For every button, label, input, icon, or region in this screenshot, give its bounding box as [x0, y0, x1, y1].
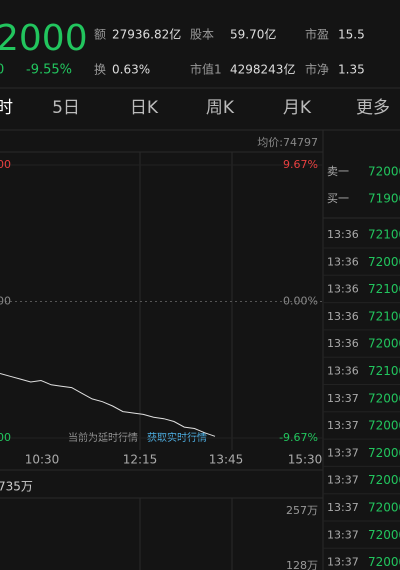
book-side: 卖一	[327, 165, 349, 178]
tab[interactable]: 5日	[52, 98, 80, 118]
y-tick-label: -9.67%	[279, 431, 318, 444]
price-line	[0, 373, 216, 437]
x-tick-label: 15:30	[288, 453, 323, 467]
x-tick-label: 13:45	[209, 453, 244, 467]
stat-label: 股本	[190, 28, 214, 42]
stat-label: 市净	[305, 62, 329, 77]
trade-price: 72000	[368, 501, 400, 515]
trade-time: 13:36	[327, 228, 359, 241]
trade-price: 72100	[368, 364, 400, 378]
trade-time: 13:37	[327, 528, 359, 541]
tab[interactable]: 周K	[206, 98, 235, 118]
trade-price: 72000	[368, 255, 400, 269]
trade-price: 72000	[368, 446, 400, 460]
trade-time: 13:37	[327, 556, 359, 569]
y-tick-label: 0.00%	[283, 295, 318, 308]
tab[interactable]: 更多	[356, 98, 390, 118]
left-tick-label: 00	[0, 431, 11, 444]
volume-tick: 128万	[286, 559, 318, 570]
stat-label: 换	[94, 63, 106, 77]
trade-time: 13:37	[327, 419, 359, 432]
price: 2000	[0, 18, 88, 59]
tab[interactable]: 月K	[283, 98, 312, 118]
trade-price: 72000	[368, 528, 400, 542]
change-abs: 0	[0, 63, 4, 78]
x-tick-label: 12:15	[123, 453, 158, 467]
trade-time: 13:37	[327, 446, 359, 459]
left-tick-label: 00	[0, 158, 11, 171]
stat-value: 1.35	[338, 63, 365, 77]
tab[interactable]: 时	[0, 98, 13, 118]
change-pct: -9.55%	[26, 63, 72, 78]
book-price: 72000	[368, 165, 400, 179]
trade-time: 13:37	[327, 474, 359, 487]
trade-time: 13:37	[327, 501, 359, 514]
book-price: 71900	[368, 192, 400, 206]
trade-time: 13:37	[327, 392, 359, 405]
avg-price: 均价:74797	[257, 136, 318, 149]
stat-value: 0.63%	[112, 63, 150, 77]
stat-value: 15.5	[338, 28, 365, 42]
volume-tick: 257万	[286, 504, 318, 517]
stat-label: 市值1	[190, 62, 222, 77]
trade-time: 13:36	[327, 310, 359, 323]
trade-price: 72100	[368, 282, 400, 296]
trade-price: 72000	[368, 419, 400, 433]
trade-price: 72000	[368, 473, 400, 487]
trade-time: 13:36	[327, 337, 359, 350]
stat-label: 额	[94, 28, 106, 42]
stat-value: 4298243亿	[230, 62, 295, 77]
trade-price: 72000	[368, 337, 400, 351]
x-tick-label: 10:30	[25, 453, 60, 467]
tab[interactable]: 日K	[130, 98, 159, 118]
book-side: 买一	[327, 192, 349, 205]
stat-label: 市盈	[305, 27, 329, 42]
left-tick-label: 00	[0, 295, 11, 308]
trade-price: 72100	[368, 228, 400, 242]
trade-time: 13:36	[327, 255, 359, 268]
y-tick-label: 9.67%	[283, 158, 318, 171]
trade-time: 13:36	[327, 365, 359, 378]
stat-value: 27936.82亿	[112, 27, 181, 42]
trade-time: 13:36	[327, 283, 359, 296]
stat-value: 59.70亿	[230, 27, 276, 42]
trade-price: 72000	[368, 391, 400, 405]
trade-price: 72100	[368, 309, 400, 323]
trade-price: 72000	[368, 555, 400, 569]
volume-label: 735万	[0, 480, 33, 494]
